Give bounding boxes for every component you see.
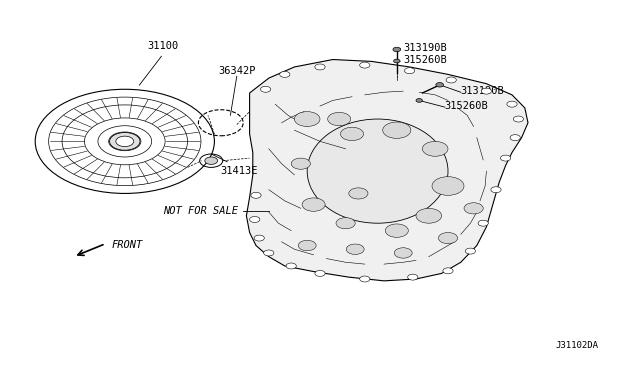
Text: 313190B: 313190B [461, 86, 504, 96]
Text: J31102DA: J31102DA [556, 341, 598, 350]
Circle shape [302, 198, 325, 211]
Circle shape [513, 116, 524, 122]
Circle shape [254, 235, 264, 241]
Circle shape [205, 157, 218, 164]
Circle shape [315, 270, 325, 276]
Circle shape [336, 218, 355, 229]
Circle shape [385, 224, 408, 237]
Circle shape [298, 240, 316, 251]
Circle shape [360, 62, 370, 68]
Circle shape [394, 248, 412, 258]
Circle shape [251, 192, 261, 198]
Text: NOT FOR SALE: NOT FOR SALE [163, 206, 238, 216]
Circle shape [510, 135, 520, 141]
Circle shape [109, 132, 140, 150]
Ellipse shape [307, 119, 448, 223]
Text: 31100: 31100 [148, 41, 179, 51]
Circle shape [394, 59, 400, 63]
Circle shape [346, 244, 364, 254]
Circle shape [328, 112, 351, 126]
Circle shape [393, 47, 401, 52]
Circle shape [349, 188, 368, 199]
Circle shape [446, 77, 456, 83]
Circle shape [464, 203, 483, 214]
Circle shape [280, 71, 290, 77]
Circle shape [315, 64, 325, 70]
Circle shape [404, 68, 415, 74]
Circle shape [360, 276, 370, 282]
Circle shape [438, 232, 458, 244]
Circle shape [264, 250, 274, 256]
Text: FRONT: FRONT [112, 240, 143, 250]
Circle shape [507, 101, 517, 107]
Circle shape [465, 248, 476, 254]
Circle shape [422, 141, 448, 156]
Polygon shape [246, 60, 528, 281]
Text: 313190B: 313190B [403, 43, 447, 52]
Circle shape [481, 88, 492, 94]
Circle shape [436, 83, 444, 87]
Circle shape [340, 127, 364, 141]
Text: 36342P: 36342P [218, 66, 255, 76]
Circle shape [491, 187, 501, 193]
Circle shape [286, 263, 296, 269]
Circle shape [294, 112, 320, 126]
Circle shape [291, 158, 310, 169]
Circle shape [432, 177, 464, 195]
Circle shape [416, 99, 422, 102]
Circle shape [260, 86, 271, 92]
Circle shape [408, 274, 418, 280]
Text: 315260B: 315260B [445, 101, 488, 111]
Circle shape [250, 217, 260, 222]
Text: 315260B: 315260B [403, 55, 447, 65]
Circle shape [500, 155, 511, 161]
Circle shape [383, 122, 411, 138]
Circle shape [443, 268, 453, 274]
Text: 31413E: 31413E [221, 166, 259, 176]
Circle shape [116, 136, 134, 147]
Circle shape [416, 208, 442, 223]
Circle shape [478, 220, 488, 226]
